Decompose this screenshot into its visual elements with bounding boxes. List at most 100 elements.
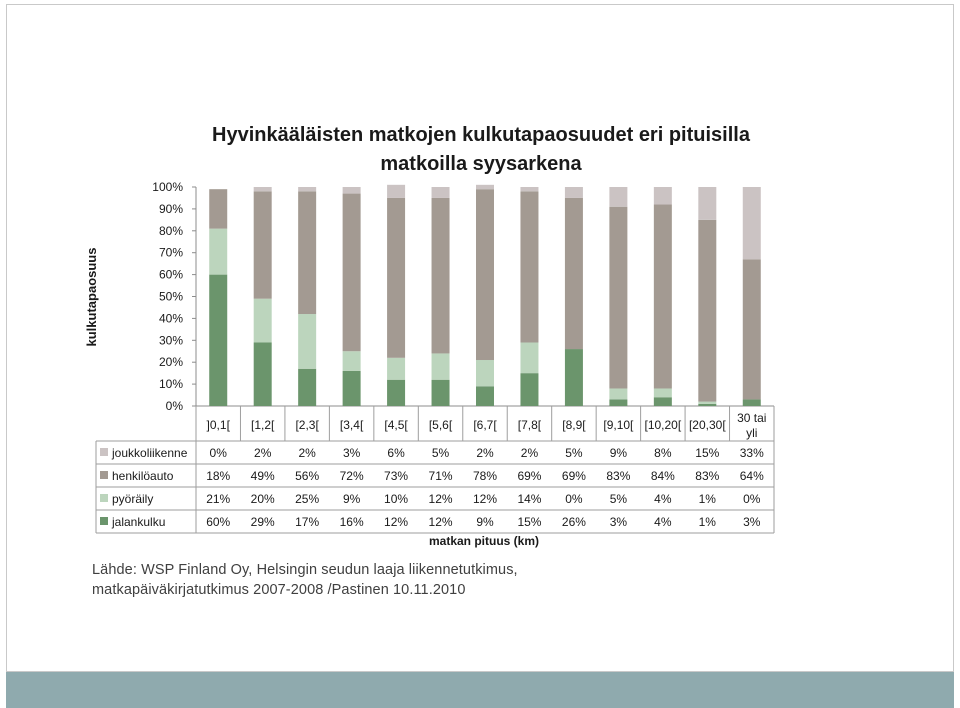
data-label: 15% xyxy=(695,446,719,460)
bar-henkilöauto xyxy=(253,191,272,299)
data-label: 1% xyxy=(699,515,717,529)
bar-pyöräily xyxy=(253,298,272,343)
data-label: 4% xyxy=(654,492,672,506)
data-label: 5% xyxy=(565,446,583,460)
data-label: 21% xyxy=(206,492,230,506)
bar-jalankulku xyxy=(653,397,672,406)
data-label: 73% xyxy=(384,469,408,483)
data-label: 9% xyxy=(343,492,361,506)
legend-key-jalankulku xyxy=(100,517,108,525)
y-tick-label: 90% xyxy=(159,202,183,216)
legend-key-pyöräily xyxy=(100,494,108,502)
data-label: 0% xyxy=(743,492,761,506)
data-label: 2% xyxy=(476,446,494,460)
legend-key-joukkoliikenne xyxy=(100,448,108,456)
x-category-label: [20,30[ xyxy=(689,418,726,432)
bar-pyöräily xyxy=(387,357,406,380)
data-label: 33% xyxy=(740,446,764,460)
bar-joukkoliikenne xyxy=(742,187,761,260)
data-label: 14% xyxy=(517,492,541,506)
y-tick-label: 60% xyxy=(159,268,183,282)
data-label: 3% xyxy=(743,515,761,529)
legend-label-joukkoliikenne: joukkoliikenne xyxy=(111,446,188,460)
x-category-label: yli xyxy=(746,426,757,440)
data-label: 71% xyxy=(429,469,453,483)
y-tick-label: 70% xyxy=(159,246,183,260)
data-label: 12% xyxy=(473,492,497,506)
data-label: 4% xyxy=(654,515,672,529)
bar-henkilöauto xyxy=(520,191,539,343)
data-label: 25% xyxy=(295,492,319,506)
y-tick-label: 30% xyxy=(159,333,183,347)
data-label: 9% xyxy=(610,446,628,460)
y-tick-label: 80% xyxy=(159,224,183,238)
data-label: 20% xyxy=(251,492,275,506)
legend-label-henkilöauto: henkilöauto xyxy=(112,469,174,483)
bar-henkilöauto xyxy=(476,189,494,361)
data-label: 83% xyxy=(695,469,719,483)
bar-joukkoliikenne xyxy=(653,187,672,205)
source-line-1: Lähde: WSP Finland Oy, Helsingin seudun … xyxy=(92,562,518,578)
bar-pyöräily xyxy=(431,353,450,380)
bar-henkilöauto xyxy=(564,197,583,350)
data-table: ]0,1[[1,2[[2,3[[3,4[[4,5[[5,6[[6,7[[7,8[… xyxy=(95,406,775,534)
data-label: 17% xyxy=(295,515,319,529)
data-label: 49% xyxy=(251,469,275,483)
data-label: 84% xyxy=(651,469,675,483)
y-tick-label: 0% xyxy=(166,399,184,413)
bar-henkilöauto xyxy=(342,193,361,352)
data-label: 1% xyxy=(699,492,717,506)
x-category-label: [2,3[ xyxy=(295,418,319,432)
data-label: 0% xyxy=(565,492,583,506)
data-label: 10% xyxy=(384,492,408,506)
bar-joukkoliikenne xyxy=(431,187,450,198)
bar-jalankulku xyxy=(431,379,450,406)
legend-key-henkilöauto xyxy=(100,471,108,479)
data-label: 18% xyxy=(206,469,230,483)
data-label: 56% xyxy=(295,469,319,483)
bar-joukkoliikenne xyxy=(520,187,539,192)
data-label: 3% xyxy=(343,446,361,460)
data-label: 12% xyxy=(384,515,408,529)
x-category-label: [4,5[ xyxy=(384,418,408,432)
source-line-2: matkapäiväkirjatutkimus 2007-2008 /Pasti… xyxy=(92,582,466,598)
bar-pyöräily xyxy=(698,401,717,404)
bar-jalankulku xyxy=(476,386,494,406)
data-label: 69% xyxy=(517,469,541,483)
x-category-label: [6,7[ xyxy=(473,418,497,432)
x-category-label: 30 tai xyxy=(737,411,766,425)
bar-joukkoliikenne xyxy=(476,184,494,190)
x-category-label: ]0,1[ xyxy=(207,418,231,432)
bar-pyöräily xyxy=(653,388,672,398)
bar-joukkoliikenne xyxy=(298,187,317,192)
x-category-label: [5,6[ xyxy=(429,418,453,432)
bar-henkilöauto xyxy=(609,206,628,389)
data-label: 12% xyxy=(429,515,453,529)
x-category-label: [9,10[ xyxy=(603,418,634,432)
bar-jalankulku xyxy=(298,368,317,406)
bar-pyöräily xyxy=(609,388,628,400)
bar-henkilöauto xyxy=(431,197,450,354)
bar-joukkoliikenne xyxy=(609,187,628,207)
y-tick-label: 20% xyxy=(159,355,183,369)
data-label: 2% xyxy=(254,446,272,460)
bar-jalankulku xyxy=(209,274,228,406)
bar-jalankulku xyxy=(564,349,583,406)
data-label: 69% xyxy=(562,469,586,483)
y-axis: 0% 10% 20% 30% 40% 50% 60% 70% 80% 90% 100% xyxy=(152,180,774,413)
bar-pyöräily xyxy=(342,351,361,371)
bar-jalankulku xyxy=(609,399,628,406)
chart-title-line1: Hyvinkääläisten matkojen kulkutapaosuude… xyxy=(212,124,751,146)
bar-joukkoliikenne xyxy=(698,187,717,220)
bar-pyöräily xyxy=(520,342,539,374)
y-axis-label: kulkutapaosuus xyxy=(84,248,99,347)
data-label: 9% xyxy=(476,515,494,529)
data-label: 5% xyxy=(610,492,628,506)
data-label: 64% xyxy=(740,469,764,483)
bar-henkilöauto xyxy=(298,191,317,315)
data-label: 3% xyxy=(610,515,628,529)
data-label: 12% xyxy=(429,492,453,506)
data-label: 29% xyxy=(251,515,275,529)
bars xyxy=(209,184,761,406)
bar-pyöräily xyxy=(298,314,317,369)
